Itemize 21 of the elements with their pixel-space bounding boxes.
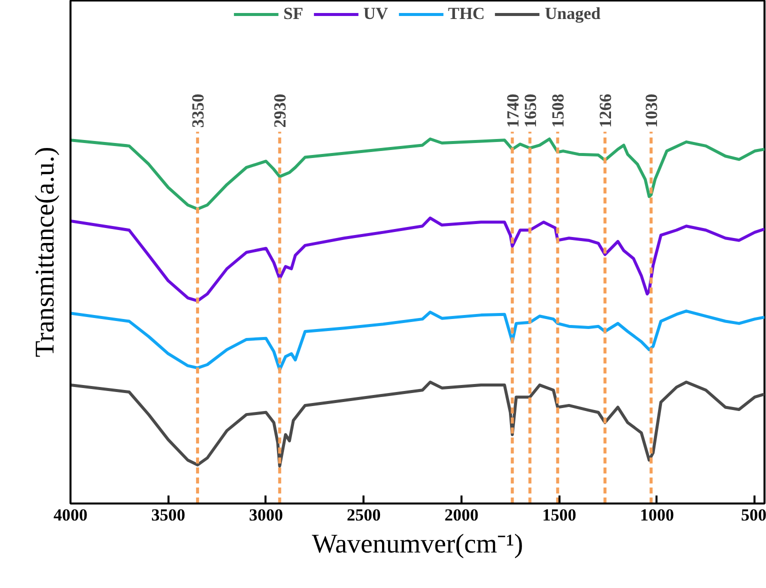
legend-label: THC <box>448 4 485 24</box>
x-tick-label: 4000 <box>54 506 88 524</box>
ref-line-label: 1266 <box>596 94 615 128</box>
ref-line-label: 2930 <box>270 94 290 128</box>
ref-line-label: 3350 <box>188 94 208 128</box>
legend-label: UV <box>363 4 388 24</box>
x-tick-label: 3500 <box>151 506 186 524</box>
x-tick-label: 1000 <box>640 506 674 524</box>
x-tick-label: 2000 <box>444 506 478 524</box>
legend-label: SF <box>283 4 304 24</box>
ref-line-label: 1508 <box>548 94 568 128</box>
x-tick-label: 2500 <box>346 506 381 524</box>
ref-line-label: 1030 <box>642 94 662 128</box>
x-tick-label: 1500 <box>542 506 576 524</box>
y-axis-title: Transmittance(a.u.) <box>30 146 60 358</box>
legend-label: Unaged <box>544 4 601 24</box>
ref-line-label: 1740 <box>503 94 522 128</box>
ref-line-label: 1650 <box>520 94 540 128</box>
x-axis-title: Wavenumver(cm⁻¹) <box>312 528 524 558</box>
x-tick-label: 500 <box>741 506 766 524</box>
x-tick-label: 3000 <box>248 506 283 524</box>
